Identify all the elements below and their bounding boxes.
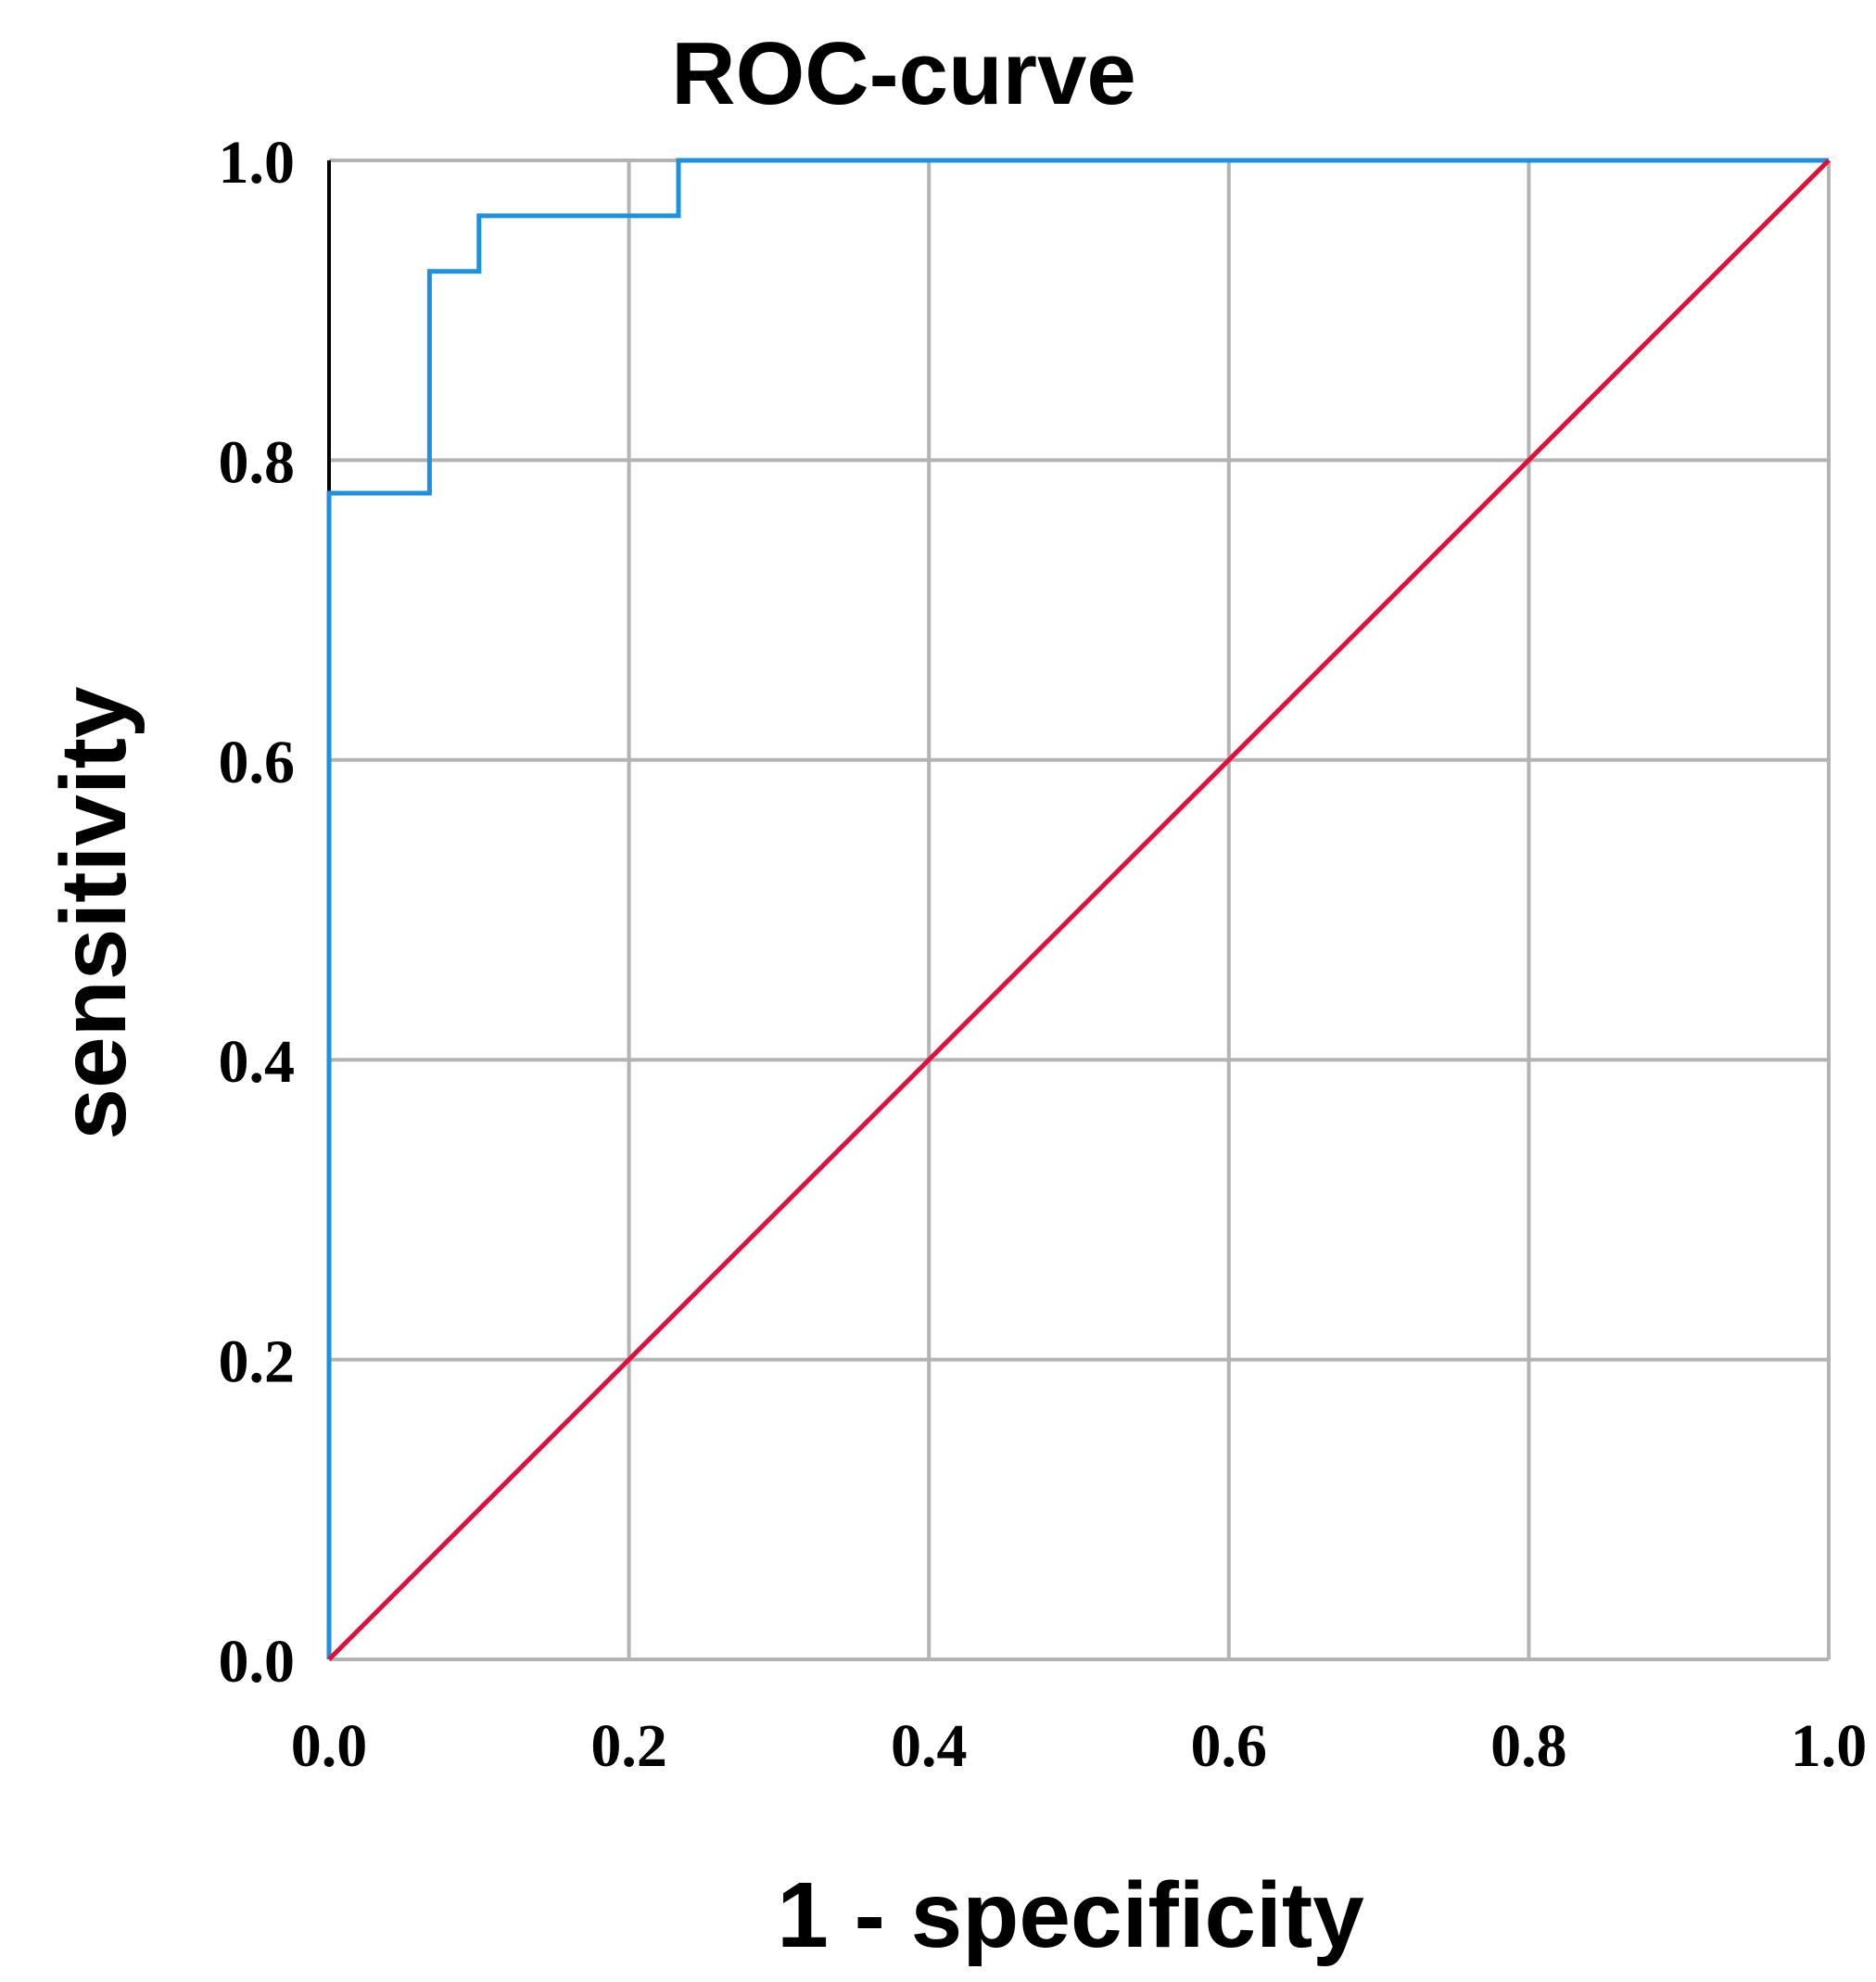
x-tick-label-1: 0.2 bbox=[590, 1712, 667, 1780]
tick-labels: 0.0 0.2 0.4 0.6 0.8 1.0 0.0 0.2 0.4 0.6 0.8 1.0 bbox=[219, 129, 1868, 1780]
chart-title: ROC-curve bbox=[671, 24, 1135, 123]
y-tick-label-4: 0.8 bbox=[219, 428, 296, 496]
x-tick-label-0: 0.0 bbox=[291, 1712, 368, 1780]
x-tick-label-4: 0.8 bbox=[1490, 1712, 1567, 1780]
series-line-roc bbox=[326, 158, 1829, 1659]
series-line-reference bbox=[327, 159, 1831, 1661]
y-axis-label: sensitivity bbox=[42, 686, 146, 1139]
y-tick-label-2: 0.4 bbox=[219, 1028, 296, 1096]
x-axis-label: 1 - specificity bbox=[777, 1863, 1364, 1967]
grid bbox=[327, 159, 1831, 1661]
x-tick-label-5: 1.0 bbox=[1791, 1712, 1868, 1780]
x-tick-label-3: 0.6 bbox=[1191, 1712, 1268, 1780]
y-tick-label-0: 0.0 bbox=[219, 1628, 296, 1696]
series bbox=[326, 158, 1831, 1661]
x-tick-label-2: 0.4 bbox=[891, 1712, 968, 1780]
y-tick-label-1: 0.2 bbox=[219, 1328, 296, 1396]
y-tick-label-5: 1.0 bbox=[219, 129, 296, 197]
y-tick-label-3: 0.6 bbox=[219, 729, 296, 796]
